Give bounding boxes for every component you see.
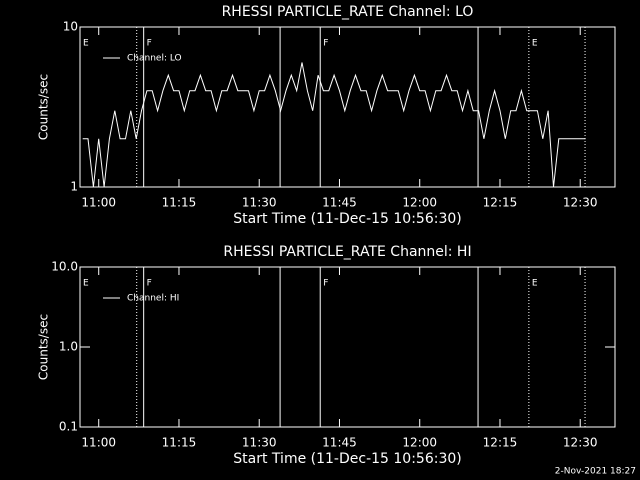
event-label: F	[323, 39, 328, 49]
data-line	[82, 62, 586, 188]
x-tick-label: 12:15	[483, 196, 518, 210]
x-tick-label: 12:30	[563, 436, 598, 450]
y-tick-label: 10	[63, 20, 78, 34]
event-label: E	[83, 39, 89, 49]
x-tick-label: 11:30	[242, 196, 277, 210]
chart-title: RHESSI PARTICLE_RATE Channel: HI	[223, 244, 471, 260]
x-tick-label: 12:30	[563, 196, 598, 210]
y-tick-label: 1	[70, 180, 78, 194]
x-tick-label: 12:15	[483, 436, 518, 450]
x-axis-title: Start Time (11-Dec-15 10:56:30)	[233, 451, 461, 467]
x-tick-label: 11:45	[322, 436, 357, 450]
legend-label: Channel: HI	[127, 294, 179, 304]
event-label: F	[323, 279, 328, 289]
plot-frame	[79, 26, 616, 188]
event-label: E	[532, 39, 538, 49]
y-tick-label: 1.0	[59, 340, 78, 354]
y-tick-label: 0.1	[59, 420, 78, 434]
event-label: E	[83, 279, 89, 289]
event-label: F	[147, 39, 152, 49]
plot-frame	[79, 266, 616, 428]
x-tick-label: 12:00	[402, 196, 437, 210]
x-tick-label: 11:15	[162, 196, 197, 210]
y-tick-label: 10.0	[51, 260, 78, 274]
y-axis-title: Counts/sec	[37, 314, 51, 380]
chart-title: RHESSI PARTICLE_RATE Channel: LO	[222, 4, 474, 20]
x-tick-label: 12:00	[402, 436, 437, 450]
event-label: F	[147, 279, 152, 289]
x-tick-label: 11:15	[162, 436, 197, 450]
x-tick-label: 11:00	[81, 436, 116, 450]
legend-label: Channel: LO	[127, 54, 182, 64]
x-axis-title: Start Time (11-Dec-15 10:56:30)	[233, 211, 461, 227]
event-label: E	[532, 279, 538, 289]
x-tick-label: 11:30	[242, 436, 277, 450]
x-tick-label: 11:00	[81, 196, 116, 210]
y-axis-title: Counts/sec	[37, 74, 51, 140]
x-tick-label: 11:45	[322, 196, 357, 210]
timestamp: 2-Nov-2021 18:27	[555, 467, 636, 477]
